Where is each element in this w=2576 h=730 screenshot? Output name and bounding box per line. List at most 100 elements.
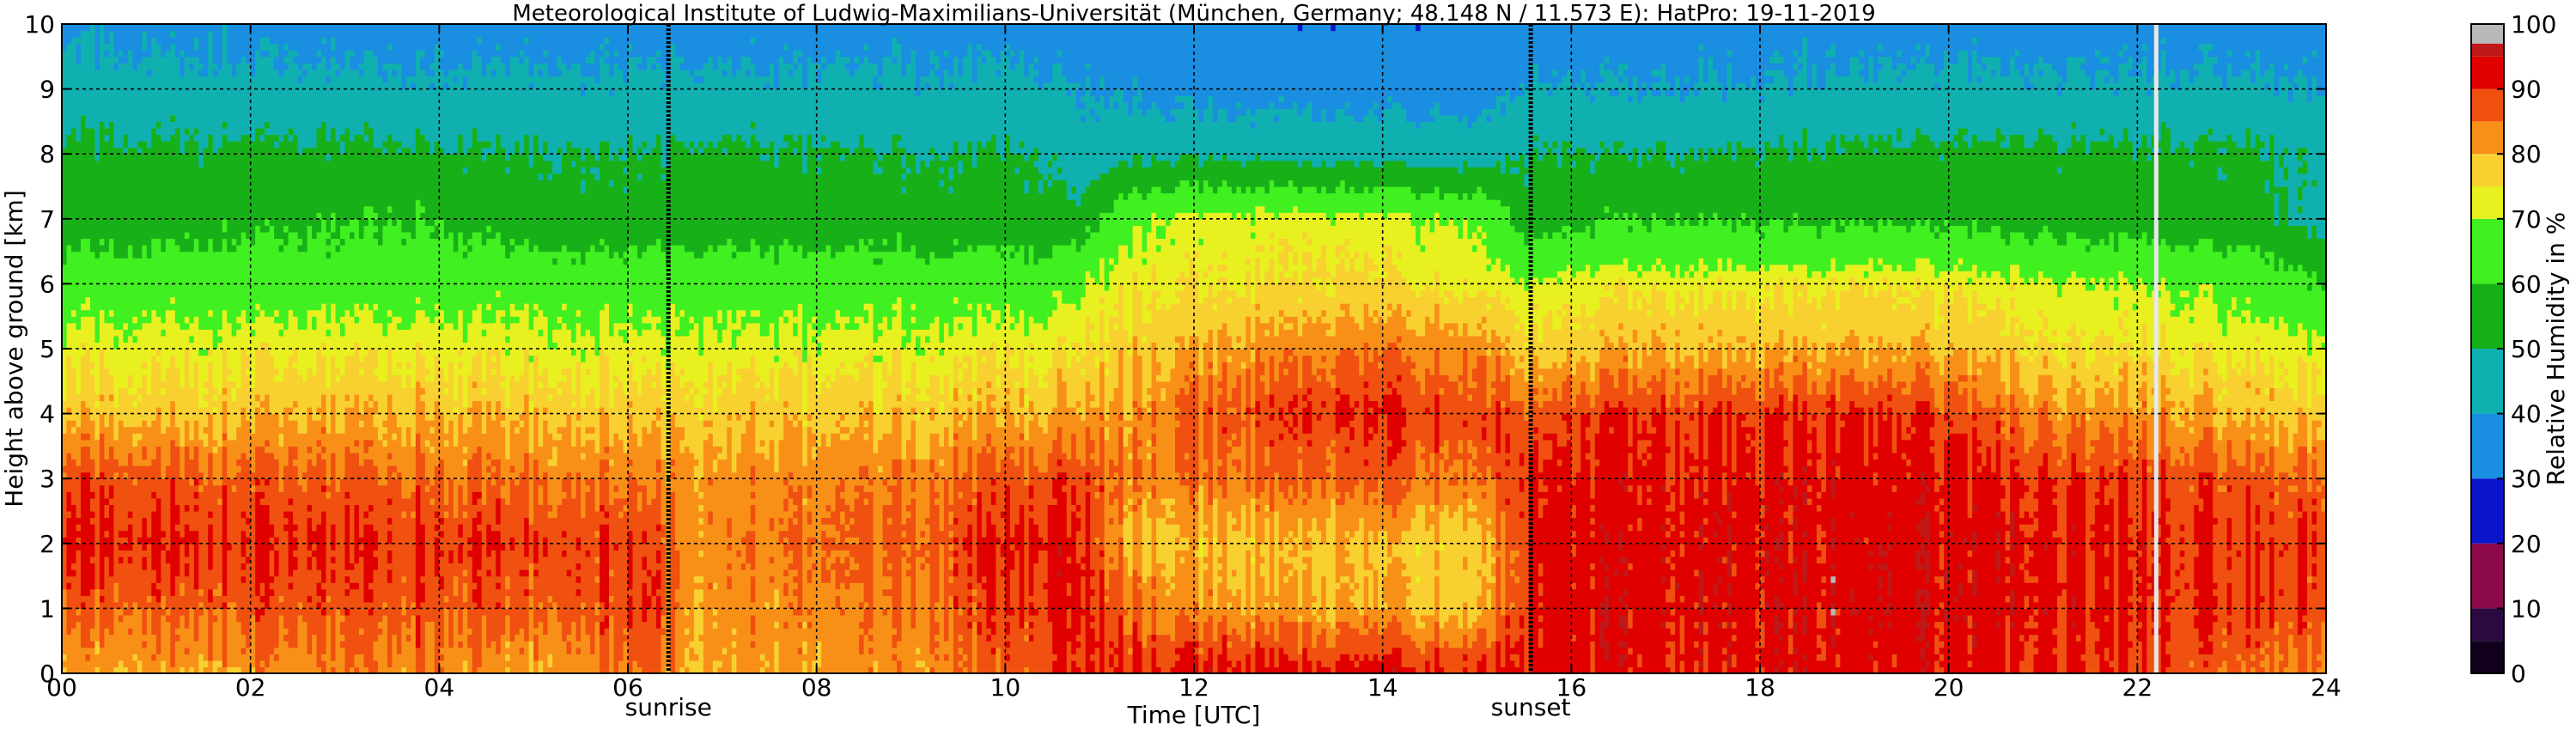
heatmap-cell [71, 95, 76, 102]
heatmap-cell [66, 50, 71, 57]
heatmap-cell [81, 245, 86, 252]
heatmap-cell [81, 283, 86, 290]
heatmap-cell [85, 453, 90, 459]
heatmap-cell [71, 485, 76, 492]
heatmap-cell [81, 57, 86, 64]
heatmap-cell [81, 102, 86, 109]
heatmap-cell [85, 179, 90, 186]
heatmap-cell [66, 24, 71, 31]
heatmap-cell [76, 173, 81, 180]
heatmap-cell [85, 478, 90, 485]
heatmap-cell [71, 518, 76, 525]
heatmap-cell [66, 297, 71, 304]
heatmap-cell [90, 622, 95, 629]
heatmap-cell [81, 622, 86, 629]
heatmap-cell [71, 622, 76, 629]
heatmap-cell [76, 518, 81, 525]
heatmap-cell [66, 498, 71, 505]
heatmap-cell [76, 660, 81, 667]
heatmap-cell [90, 179, 95, 186]
heatmap-cell [90, 115, 95, 122]
heatmap-cell [85, 283, 90, 290]
heatmap-cell [71, 297, 76, 304]
heatmap-cell [71, 265, 76, 271]
heatmap-cell [76, 161, 81, 167]
heatmap-cell [85, 154, 90, 161]
heatmap-cell [76, 374, 81, 381]
heatmap-cell [90, 108, 95, 115]
heatmap-cell [90, 219, 95, 226]
heatmap-cell [94, 589, 100, 596]
heatmap-cell [85, 356, 90, 362]
heatmap-cell [81, 89, 86, 96]
heatmap-cell [90, 387, 95, 394]
heatmap-cell [90, 595, 95, 602]
heatmap-cell [66, 329, 71, 336]
heatmap-cell [81, 95, 86, 102]
heatmap-cell [76, 336, 81, 343]
heatmap-cell [85, 446, 90, 453]
heatmap-cell [90, 37, 95, 44]
heatmap-cell [76, 648, 81, 654]
heatmap-cell [81, 128, 86, 135]
heatmap-cell [85, 141, 90, 148]
heatmap-cell [71, 128, 76, 135]
heatmap-cell [76, 440, 81, 447]
heatmap-cell [85, 316, 90, 323]
heatmap-cell [85, 628, 90, 635]
heatmap-cell [90, 356, 95, 362]
heatmap-cell [71, 50, 76, 57]
heatmap-cell [81, 394, 86, 401]
heatmap-cell [81, 635, 86, 642]
heatmap-cell [81, 336, 86, 343]
heatmap-cell [66, 356, 71, 362]
heatmap-cell [76, 199, 81, 206]
heatmap-cell [81, 641, 86, 648]
heatmap-cell [90, 485, 95, 492]
heatmap-cell [71, 459, 76, 466]
heatmap-cell [81, 225, 86, 232]
heatmap-cell [90, 615, 95, 622]
heatmap-cell [76, 297, 81, 304]
heatmap-cell [94, 557, 100, 563]
heatmap-cell [90, 582, 95, 589]
heatmap-cell [71, 582, 76, 589]
heatmap-cell [66, 485, 71, 492]
heatmap-cell [76, 394, 81, 401]
heatmap-cell [85, 622, 90, 629]
heatmap-cell [76, 76, 81, 82]
heatmap-cell [81, 648, 86, 654]
heatmap-cell [81, 446, 86, 453]
heatmap-cell [90, 121, 95, 128]
heatmap-cell [90, 459, 95, 466]
heatmap-cell [90, 654, 95, 660]
heatmap-cell [90, 648, 95, 654]
plot-area: sunrise sunset 00 02 04 06 08 10 12 14 16 18 20 22 24… [24, 10, 2341, 721]
heatmap-cell [76, 420, 81, 427]
heatmap-cell [66, 608, 71, 615]
heatmap-cell [81, 524, 86, 531]
heatmap-cell [90, 511, 95, 518]
heatmap-cell [90, 290, 95, 297]
heatmap-cell [94, 569, 100, 576]
heatmap-cell [81, 186, 86, 193]
heatmap-cell [66, 179, 71, 186]
heatmap-cell [66, 628, 71, 635]
heatmap-cell [81, 271, 86, 277]
heatmap-cell [94, 582, 100, 589]
heatmap-cell [71, 433, 76, 440]
heatmap-cell [85, 37, 90, 44]
heatmap-cell [71, 173, 76, 180]
heatmap-cell [81, 427, 86, 434]
heatmap-cell [81, 70, 86, 76]
heatmap-cell [81, 329, 86, 336]
heatmap-cell [90, 608, 95, 615]
heatmap-cell [66, 589, 71, 596]
heatmap-cell [71, 63, 76, 70]
heatmap-cell [76, 478, 81, 485]
heatmap-cell [66, 420, 71, 427]
heatmap-cell [66, 70, 71, 76]
heatmap-cell [85, 57, 90, 64]
heatmap-cell [76, 446, 81, 453]
heatmap-cell [71, 628, 76, 635]
